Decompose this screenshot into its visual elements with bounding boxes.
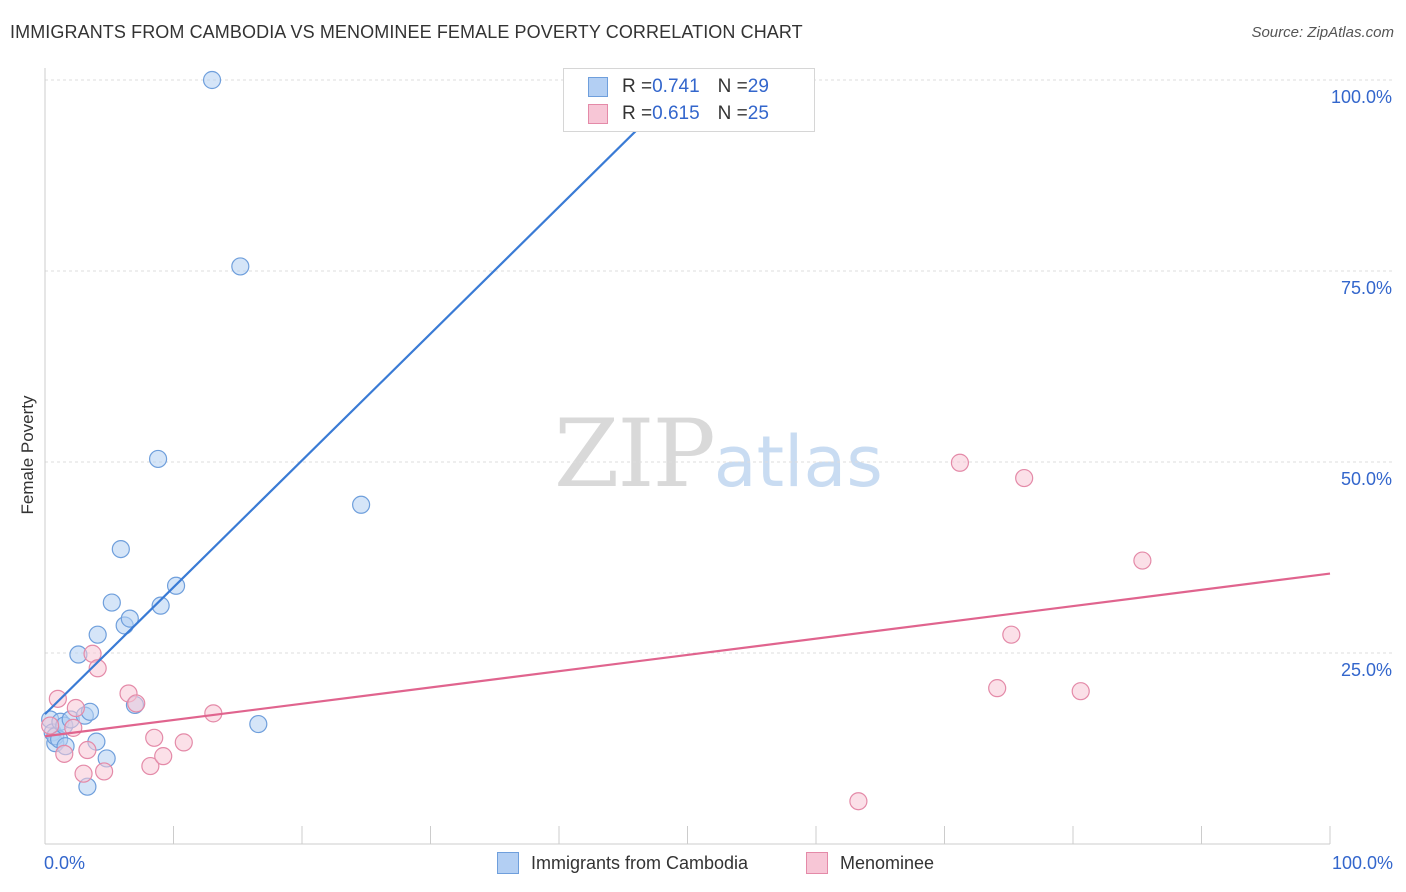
cambodia-point bbox=[352, 495, 371, 514]
y-axis-label: Female Poverty bbox=[18, 395, 37, 515]
legend-n-label-1: N = bbox=[717, 76, 748, 97]
chart-title: IMMIGRANTS FROM CAMBODIA VS MENOMINEE FE… bbox=[10, 22, 803, 42]
legend-n-value-1: 29 bbox=[747, 76, 769, 97]
menominee-point bbox=[145, 728, 164, 747]
cambodia-point bbox=[88, 625, 107, 644]
cambodia-trend-line bbox=[44, 79, 689, 715]
y-tick-label: 75.0% bbox=[1341, 278, 1392, 298]
menominee-point bbox=[1071, 682, 1090, 701]
menominee-point bbox=[55, 744, 74, 763]
legend-n-value-2: 25 bbox=[747, 103, 769, 124]
correlation-legend: R = 0.741 N = 29 R = 0.615 N = 25 bbox=[563, 68, 815, 132]
bottom-legend-cambodia-label: Immigrants from Cambodia bbox=[531, 852, 749, 873]
cambodia-point bbox=[111, 539, 130, 559]
x-tick-label: 0.0% bbox=[44, 853, 85, 873]
cambodia-point bbox=[249, 714, 268, 734]
menominee-point bbox=[74, 764, 93, 783]
cambodia-point bbox=[102, 593, 121, 612]
menominee-point bbox=[48, 689, 67, 708]
legend-r-label-1: R = bbox=[622, 76, 653, 97]
legend-row-menominee: R = 0.615 N = 25 bbox=[588, 102, 769, 126]
y-tick-label: 100.0% bbox=[1331, 87, 1392, 107]
legend-r-value-2: 0.615 bbox=[652, 103, 700, 124]
watermark: ZIPatlas bbox=[554, 400, 883, 509]
menominee-point bbox=[95, 762, 114, 781]
legend-r-value-1: 0.741 bbox=[652, 76, 700, 97]
menominee-point bbox=[66, 698, 85, 718]
cambodia-point bbox=[148, 449, 168, 469]
bottom-legend-cambodia: Immigrants from Cambodia bbox=[497, 852, 748, 874]
cambodia-point bbox=[120, 609, 139, 628]
y-tick-label: 25.0% bbox=[1341, 660, 1392, 680]
menominee-point bbox=[41, 716, 60, 735]
menominee-point bbox=[88, 659, 107, 678]
menominee-point bbox=[1015, 468, 1034, 488]
menominee-point bbox=[78, 740, 97, 760]
menominee-point bbox=[174, 733, 193, 752]
bottom-cambodia-swatch bbox=[497, 852, 519, 874]
x-tick-label: 100.0% bbox=[1332, 853, 1393, 873]
bottom-legend-menominee-label: Menominee bbox=[840, 852, 935, 873]
legend-row-cambodia: R = 0.741 N = 29 bbox=[588, 75, 769, 99]
menominee-point bbox=[1002, 625, 1021, 644]
menominee-point bbox=[127, 694, 146, 713]
bottom-menominee-swatch bbox=[806, 852, 828, 874]
menominee-swatch bbox=[588, 104, 608, 124]
menominee-point bbox=[849, 792, 868, 811]
cambodia-point bbox=[202, 70, 222, 90]
source-credit: Source: ZipAtlas.com bbox=[1251, 24, 1394, 41]
legend-r-label-2: R = bbox=[622, 103, 653, 124]
menominee-trend-line bbox=[44, 572, 1331, 738]
menominee-point bbox=[950, 453, 970, 472]
menominee-point bbox=[141, 756, 160, 776]
menominee-point bbox=[154, 747, 173, 766]
cambodia-point bbox=[151, 596, 170, 615]
menominee-point bbox=[988, 679, 1007, 698]
cambodia-point bbox=[231, 257, 250, 276]
watermark-zip: ZIP bbox=[554, 400, 716, 509]
cambodia-swatch bbox=[588, 77, 608, 97]
y-tick-label: 50.0% bbox=[1341, 469, 1392, 489]
legend-n-label-2: N = bbox=[717, 103, 748, 124]
menominee-point bbox=[1133, 551, 1152, 570]
bottom-legend-menominee: Menominee bbox=[806, 852, 934, 874]
